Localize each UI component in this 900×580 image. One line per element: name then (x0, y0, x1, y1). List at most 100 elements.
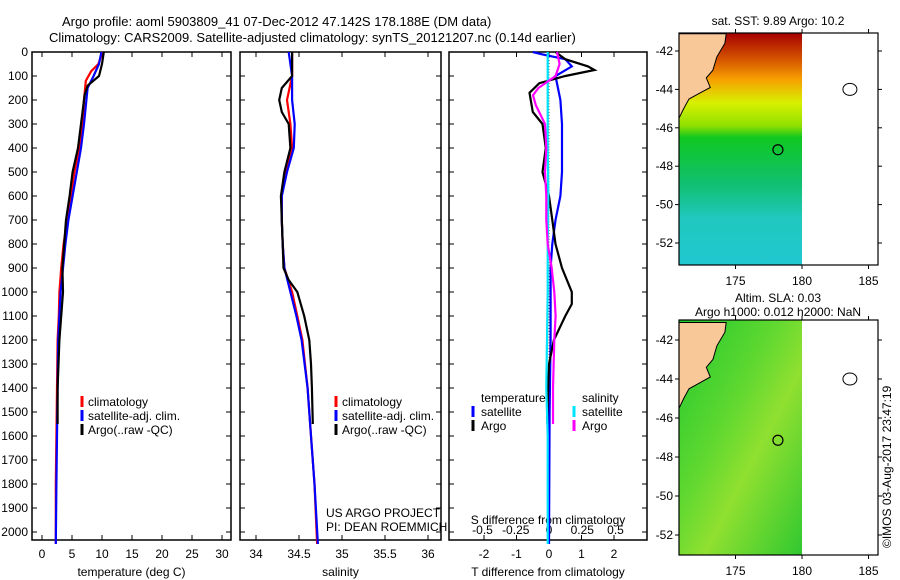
lon-tick-label: 185 (859, 274, 879, 288)
figure-title-line2: Climatology: CARS2009. Satellite-adjuste… (49, 30, 576, 45)
lat-tick-label: -44 (656, 82, 674, 96)
x-tick-label: 10 (95, 547, 109, 561)
legend-label: Argo (481, 419, 507, 433)
project-label: US ARGO PROJECT (326, 506, 441, 520)
argo-location-marker (772, 434, 784, 446)
x2-tick-label: 0.25 (571, 523, 595, 537)
series-argo-raw-qc- (278, 52, 314, 425)
map-title: sat. SST: 9.89 Argo: 10.2 (712, 14, 845, 28)
zero-dotted-line (548, 313, 550, 315)
x-tick-label: 25 (185, 547, 199, 561)
x-tick-label: 34.5 (287, 547, 311, 561)
zero-dotted-line (548, 325, 550, 327)
series-temperature-satellite (532, 50, 574, 545)
zero-dotted-line (548, 342, 550, 344)
x-tick-label: 36 (421, 547, 435, 561)
pi-label: PI: DEAN ROEMMICH (326, 520, 447, 534)
legend-label: climatology (342, 395, 402, 409)
zero-dotted-line (548, 319, 550, 321)
y-tick-label: 1600 (1, 429, 28, 443)
lon-tick-label: 180 (792, 274, 812, 288)
imos-stamp: ©IMOS 03-Aug-2017 23:47:19 (880, 385, 894, 548)
x-axis-label: T difference from climatology (471, 565, 625, 579)
legend-label: Argo(..raw -QC) (88, 423, 173, 437)
lat-tick-label: -46 (656, 121, 674, 135)
x-axis-label: temperature (deg C) (77, 565, 185, 579)
panel-salinity: 34 34.5 35 35.5 36 salinity climatologysatelli… (239, 51, 442, 579)
y-tick-label: 0 (21, 45, 28, 59)
lon-tick-label: 185 (859, 564, 879, 578)
lat-tick-label: -42 (656, 333, 674, 347)
zero-dotted-line (548, 339, 550, 341)
x-tick-label: 35 (335, 547, 349, 561)
series-salinity-argo (531, 51, 561, 424)
y-tick-label: 300 (8, 117, 28, 131)
y-tick-label: 800 (8, 237, 28, 251)
y-tick-label: 900 (8, 261, 28, 275)
land-new-zealand (678, 322, 727, 409)
legend-label: Argo(..raw -QC) (342, 423, 427, 437)
legend-label: climatology (88, 395, 148, 409)
map-sla: -42 -44 -46 -48 -50 -52 175 180 185 Altim. SLA: 0… (656, 291, 882, 578)
plot-frame (239, 51, 442, 541)
y-tick-label: 1300 (1, 357, 28, 371)
legend-label: satellite-adj. clim. (342, 409, 434, 423)
map-frame (678, 32, 879, 266)
lon-tick-label: 175 (726, 564, 746, 578)
x-tick-label: 30 (215, 547, 229, 561)
zero-dotted-line (548, 345, 550, 347)
y-tick-label: 1100 (2, 309, 28, 323)
series-argo-raw-qc- (56, 51, 105, 424)
y-tick-label: 1500 (1, 405, 28, 419)
zero-dotted-line (548, 333, 550, 335)
y-tick-label: 200 (8, 93, 28, 107)
legend-label: satellite (582, 405, 623, 419)
zero-dotted-line (548, 330, 550, 332)
x-tick-label: 35.5 (373, 547, 397, 561)
zero-dotted-line (548, 310, 550, 312)
map-subtitle: Argo h1000: 0.012 h2000: NaN (695, 305, 861, 319)
panel-difference: -2 -1 0 1 2 T difference from climatology -0.5… (448, 50, 648, 579)
y-tick-label: 1700 (1, 453, 28, 467)
x2-tick-label: 0.5 (607, 523, 624, 537)
lat-tick-label: -52 (656, 528, 674, 542)
lat-tick-label: -48 (656, 450, 674, 464)
chatham-islands-outline (842, 372, 858, 386)
lat-tick-label: -50 (656, 198, 674, 212)
map-sst: -42 -44 -46 -48 -50 -52 175 180 185 sat. SST: 9.8… (656, 14, 882, 288)
lon-tick-label: 175 (726, 274, 746, 288)
zero-dotted-line (548, 353, 550, 355)
map-title: Altim. SLA: 0.03 (735, 291, 821, 305)
y-tick-label: 1200 (1, 333, 28, 347)
legend-heading-temperature: temperature (481, 391, 546, 405)
figure-title-line1: Argo profile: aoml 5903809_41 07-Dec-201… (62, 14, 491, 29)
x-tick-label: 5 (69, 547, 76, 561)
lat-tick-label: -46 (656, 411, 674, 425)
zero-dotted-line (548, 351, 550, 353)
y-tick-label: 1400 (1, 381, 28, 395)
zero-dotted-line (548, 296, 550, 298)
lon-tick-label: 180 (792, 564, 812, 578)
legend-label: satellite-adj. clim. (88, 409, 180, 423)
chatham-islands-outline (842, 82, 858, 96)
y-tick-label: 700 (8, 213, 28, 227)
x-tick-label: 0 (39, 547, 46, 561)
zero-dotted-line (548, 327, 550, 329)
y-tick-label: 1800 (1, 477, 28, 491)
lat-tick-label: -44 (656, 372, 674, 386)
argo-location-marker (772, 144, 784, 156)
x2-tick-label: -0.25 (502, 523, 530, 537)
x-tick-label: -2 (479, 547, 490, 561)
x-tick-label: 34 (249, 547, 263, 561)
map-frame (678, 319, 879, 556)
lat-tick-label: -42 (656, 44, 674, 58)
x-axis-label: salinity (322, 565, 359, 579)
x-tick-label: 20 (155, 547, 169, 561)
y-tick-label: 100 (8, 69, 28, 83)
zero-dotted-line (548, 336, 550, 338)
y-tick-label: 1000 (1, 285, 28, 299)
lat-tick-label: -50 (656, 489, 674, 503)
y-tick-label: 500 (8, 165, 28, 179)
